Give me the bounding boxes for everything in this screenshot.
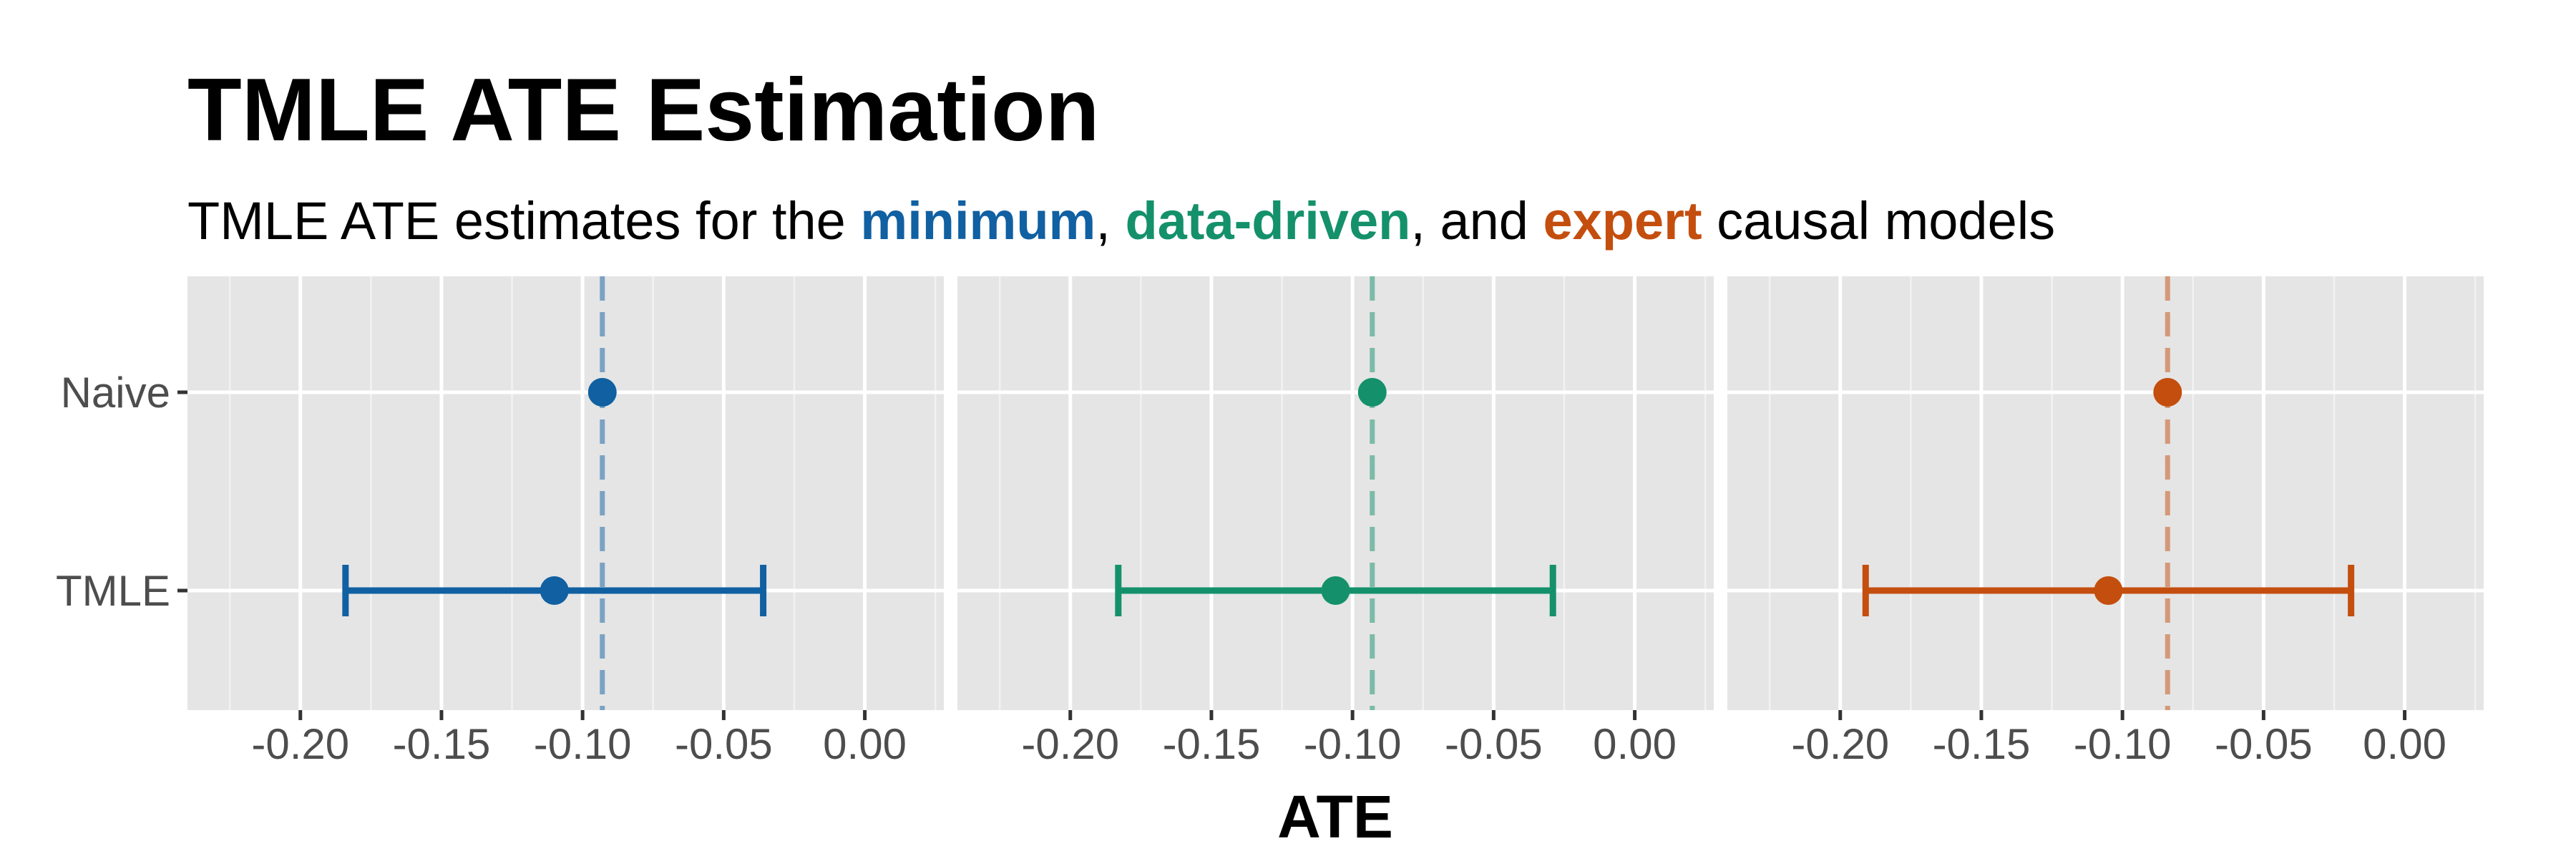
x-tick-label: 0.00	[823, 720, 907, 768]
tmle-point	[2094, 576, 2123, 605]
x-tick-label: -0.20	[1791, 720, 1889, 768]
x-tick-label: -0.15	[1933, 720, 2031, 768]
y-tick-label-tmle: TMLE	[56, 567, 170, 615]
x-tick-label: -0.10	[534, 720, 632, 768]
x-tick-label: 0.00	[2363, 720, 2446, 768]
subtitle-prefix: TMLE ATE estimates for the	[187, 191, 860, 251]
subtitle-sep2: , and	[1410, 191, 1543, 251]
x-tick-label: -0.15	[1163, 720, 1261, 768]
x-tick-label: -0.10	[1304, 720, 1402, 768]
naive-point	[1357, 378, 1387, 407]
x-tick-label: 0.00	[1593, 720, 1677, 768]
x-tick-label: -0.20	[1021, 720, 1119, 768]
subtitle-sep1: ,	[1096, 191, 1125, 251]
panel-background	[1727, 276, 2484, 710]
subtitle-data-driven: data-driven	[1125, 191, 1410, 251]
tmle-point	[1321, 576, 1350, 605]
x-tick-label: -0.10	[2074, 720, 2172, 768]
naive-point	[587, 378, 617, 407]
x-tick-label: -0.15	[393, 720, 491, 768]
panel-background	[187, 276, 944, 710]
subtitle-minimum: minimum	[860, 191, 1096, 251]
panel-minimum: -0.20 -0.15 -0.10 -0.05 0.00	[187, 276, 944, 768]
chart-title: TMLE ATE Estimation	[187, 61, 1099, 160]
x-axis-label: ATE	[1277, 783, 1393, 850]
naive-point	[2153, 378, 2182, 407]
panel-data-driven: -0.20 -0.15 -0.10 -0.05 0.00	[957, 276, 1714, 768]
x-tick-label: -0.05	[675, 720, 773, 768]
x-tick-label: -0.20	[251, 720, 349, 768]
panel-background	[957, 276, 1714, 710]
tmle-point	[540, 576, 569, 605]
x-tick-label: -0.05	[1445, 720, 1543, 768]
chart-subtitle: TMLE ATE estimates for the minimum, data…	[187, 191, 2055, 251]
x-tick-label: -0.05	[2215, 720, 2313, 768]
subtitle-expert: expert	[1543, 191, 1702, 251]
subtitle-suffix: causal models	[1702, 191, 2056, 251]
panel-expert: -0.20 -0.15 -0.10 -0.05 0.00	[1727, 276, 2484, 768]
y-tick-label-naive: Naive	[61, 369, 170, 417]
